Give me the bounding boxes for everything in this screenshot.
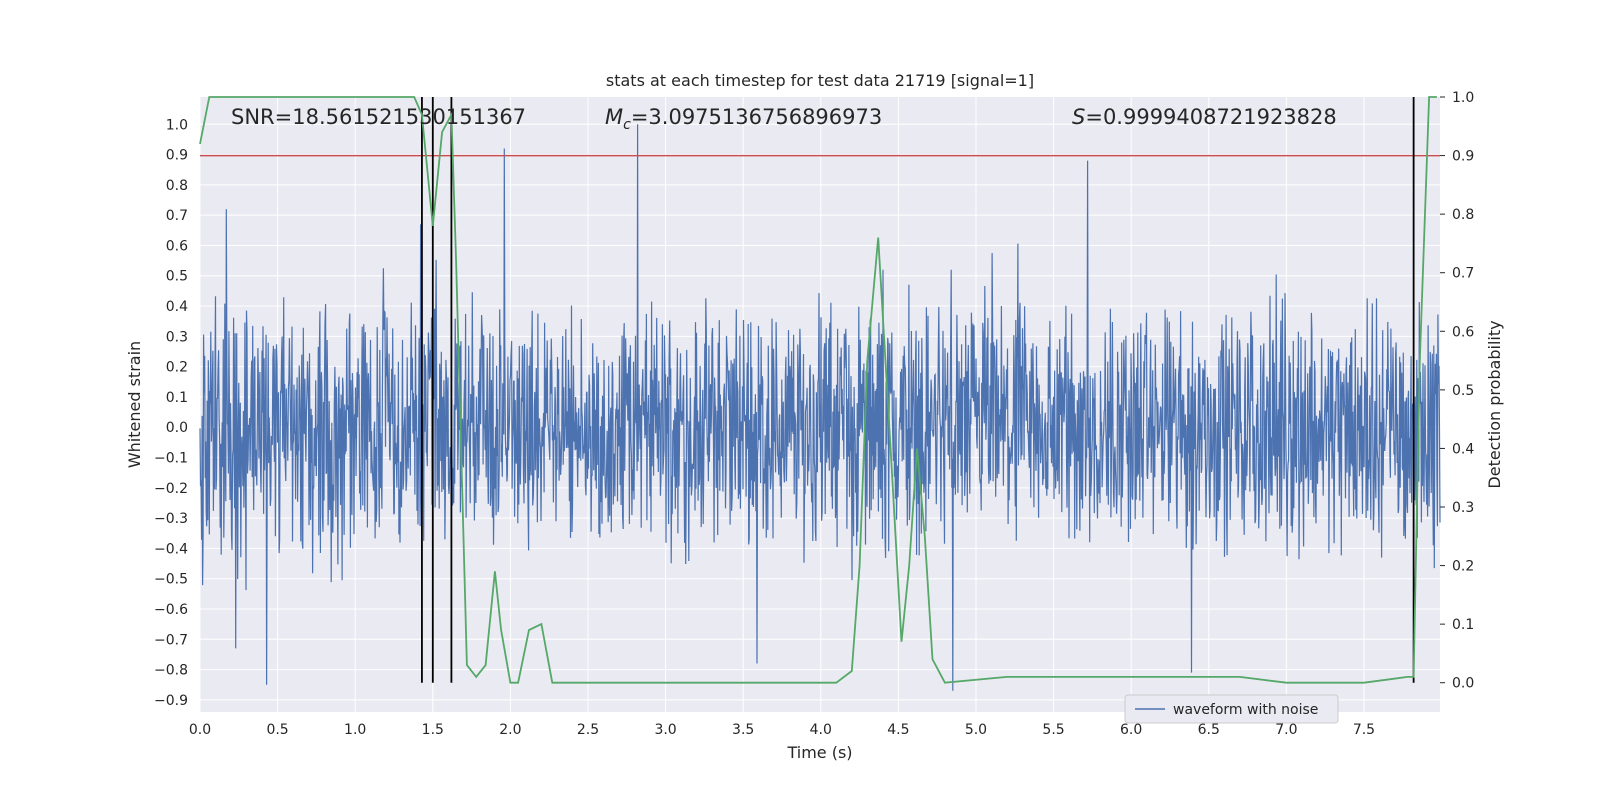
- x-tick-label: 0.0: [189, 722, 211, 738]
- x-tick-label: 0.5: [266, 722, 288, 738]
- y-tick-label-right: 0.5: [1452, 383, 1474, 399]
- y-tick-label-left: 0.9: [166, 148, 188, 164]
- x-tick-label: 3.5: [732, 722, 754, 738]
- y-tick-label-left: −0.4: [154, 541, 188, 557]
- detection-stat-annotation: S=0.9999408721923828: [1072, 105, 1337, 129]
- y-tick-label-right: 0.4: [1452, 441, 1474, 457]
- y-tick-label-right: 1.0: [1452, 90, 1474, 106]
- x-tick-label: 6.0: [1120, 722, 1142, 738]
- y-tick-label-right: 0.2: [1452, 559, 1474, 575]
- y-tick-label-left: −0.1: [154, 451, 188, 467]
- y-tick-label-right: 0.1: [1452, 617, 1474, 633]
- y-tick-label-right: 0.6: [1452, 324, 1474, 340]
- x-tick-label: 3.0: [654, 722, 676, 738]
- x-tick-label: 7.5: [1353, 722, 1375, 738]
- y-tick-label-left: −0.5: [154, 572, 188, 588]
- x-tick-label: 1.0: [344, 722, 366, 738]
- y-tick-label-left: −0.7: [154, 632, 188, 648]
- overlay-layer: [199, 96, 1440, 684]
- snr-annotation: SNR=18.561521530151367: [231, 105, 526, 129]
- y-tick-label-left: 0.0: [166, 420, 188, 436]
- x-tick-label: 2.5: [577, 722, 599, 738]
- x-tick-label: 5.0: [965, 722, 987, 738]
- y-tick-label-left: 0.5: [166, 269, 188, 285]
- y-tick-label-right: 0.8: [1452, 207, 1474, 223]
- y-tick-label-left: 0.1: [166, 390, 188, 406]
- chirp-mass-subscript: c: [623, 117, 631, 133]
- x-axis-label: Time (s): [786, 743, 852, 762]
- detection-stat-symbol: S: [1072, 105, 1085, 129]
- y-tick-label-right: 0.9: [1452, 149, 1474, 165]
- x-tick-label: 4.0: [810, 722, 832, 738]
- y-tick-label-left: −0.6: [154, 602, 188, 618]
- y-tick-label-left: 0.4: [166, 299, 188, 315]
- y-tick-label-left: 0.3: [166, 329, 188, 345]
- x-tick-label: 2.0: [499, 722, 521, 738]
- y-tick-label-right: 0.3: [1452, 500, 1474, 516]
- waveform-series: [199, 124, 1441, 691]
- y-tick-label-left: 1.0: [166, 117, 188, 133]
- y-tick-label-left: 0.8: [166, 178, 188, 194]
- detection-stat-value: =0.9999408721923828: [1085, 105, 1336, 129]
- x-tick-label: 4.5: [887, 722, 909, 738]
- y-tick-label-left: 0.2: [166, 360, 188, 376]
- x-tick-label: 5.5: [1042, 722, 1064, 738]
- waveform-line: [199, 124, 1441, 691]
- y-tick-label-right: 0.7: [1452, 266, 1474, 282]
- legend-box: [1124, 694, 1339, 724]
- y-axis-label-left: Whitened strain: [125, 341, 144, 468]
- y-tick-label-left: −0.2: [154, 481, 188, 497]
- y-tick-label-left: −0.9: [154, 693, 188, 709]
- legend-label: waveform with noise: [1173, 702, 1318, 718]
- legend: waveform with noise: [1124, 694, 1339, 724]
- chirp-mass-annotation: Mc=3.0975136756896973: [605, 105, 882, 133]
- x-tick-label: 6.5: [1198, 722, 1220, 738]
- chart-title: stats at each timestep for test data 217…: [606, 71, 1034, 90]
- y-tick-label-left: −0.8: [154, 663, 188, 679]
- chirp-mass-symbol: M: [605, 105, 623, 129]
- y-tick-label-left: −0.3: [154, 511, 188, 527]
- y-tick-label-right: 0.0: [1452, 676, 1474, 692]
- chirp-mass-value: =3.0975136756896973: [631, 105, 882, 129]
- y-axis-label-right: Detection probability: [1485, 320, 1504, 488]
- y-tick-label-left: 0.7: [166, 208, 188, 224]
- x-tick-label: 1.5: [422, 722, 444, 738]
- detection-probability-line: [199, 96, 1437, 684]
- axes: 0.0 0.5 1.0 1.5 2.0 2.5 3.0 3.5 4.0 4.5 5.0 5.5 6.0 6…: [154, 90, 1474, 738]
- x-tick-label: 7.0: [1275, 722, 1297, 738]
- y-tick-label-left: 0.6: [166, 238, 188, 254]
